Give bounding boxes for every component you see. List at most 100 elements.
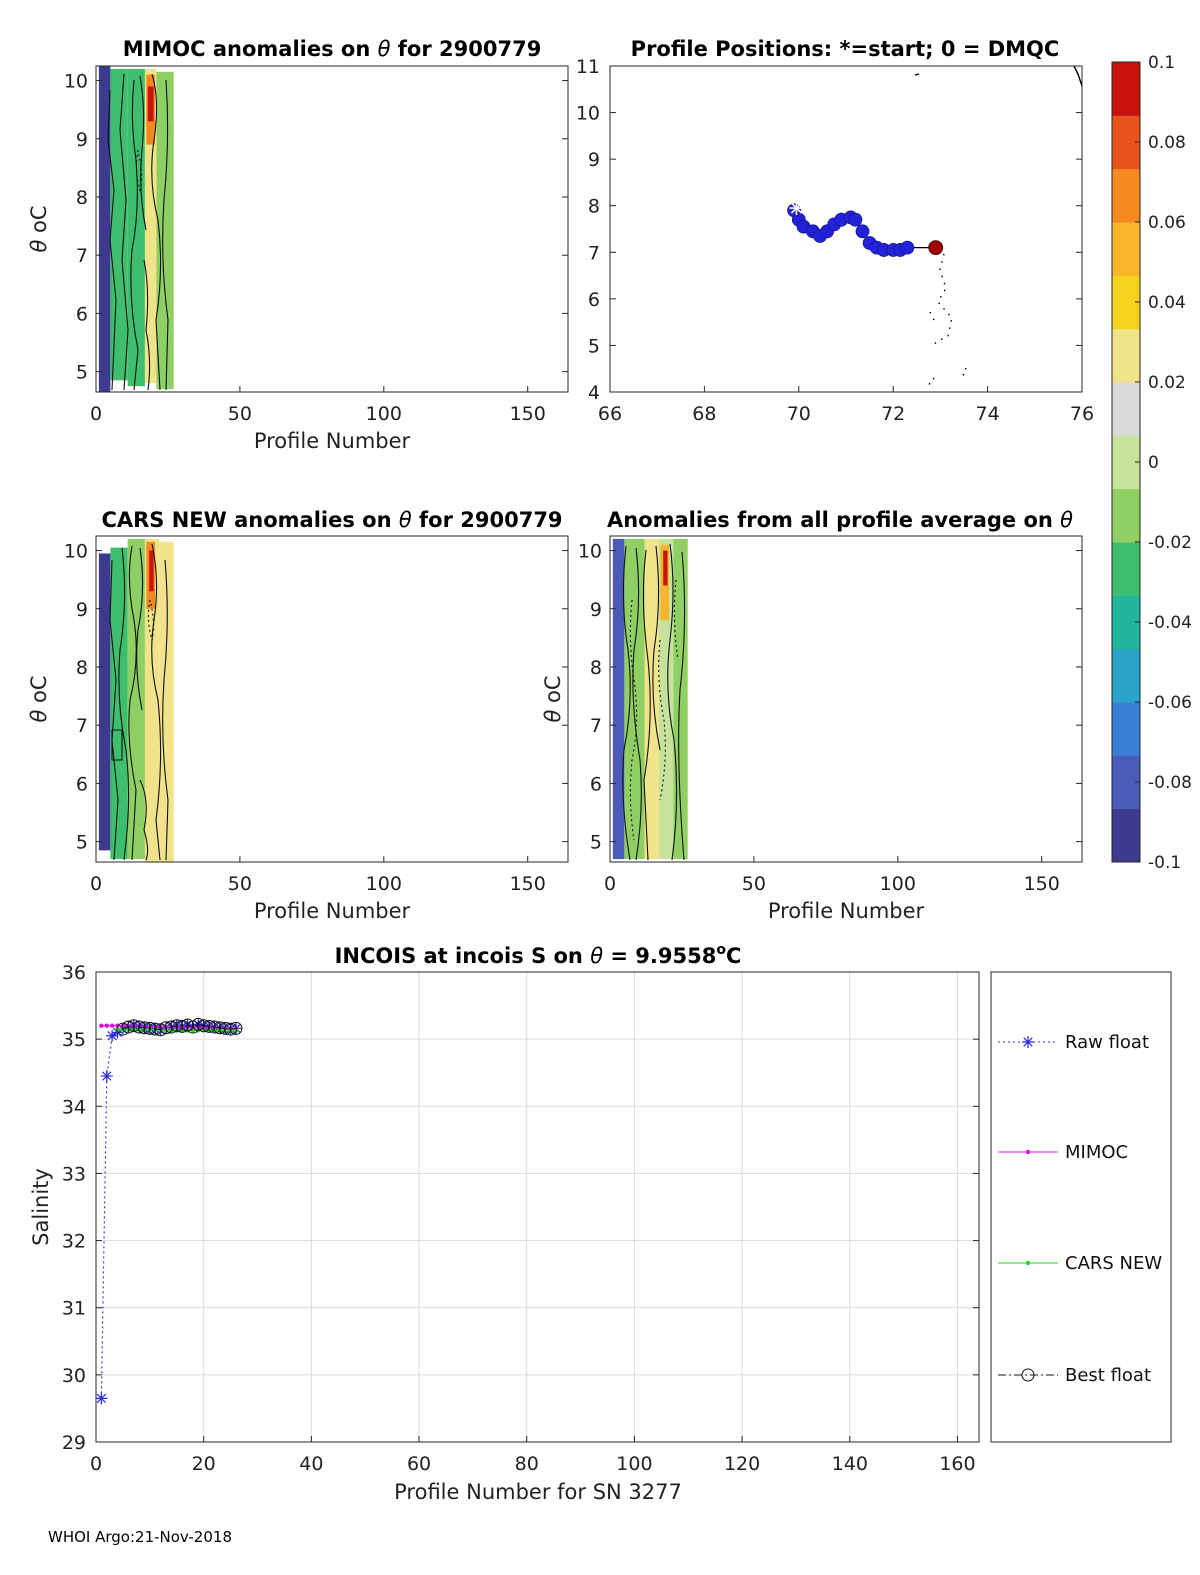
allavg-yticks: 5 6 7 8 9 10 [578,541,1082,854]
cars-contour [109,559,119,861]
salinity-xtick-label: 120 [724,1453,760,1475]
mimoc-ytick-label: 5 [76,362,88,384]
cars-xtick-label: 150 [510,873,546,895]
cars-ytick-label: 8 [76,657,88,679]
series-point-3 [170,1019,184,1033]
mimoc-title: MIMOC anomalies on θ for 2900779 [123,37,542,61]
cars-contour [136,547,144,711]
series-line-3 [122,1023,237,1031]
colorbar-tick-label: 0.04 [1148,293,1186,313]
legend-label: MIMOC [1065,1142,1128,1163]
positions-xtick-label: 76 [1070,403,1094,425]
series-point-1 [109,1023,115,1028]
series-point-3 [181,1018,195,1032]
salinity-xtick-label: 40 [299,1453,323,1475]
salinity-ytick-label: 35 [62,1029,86,1051]
mimoc-xticks: 0 50 100 150 [90,386,546,425]
mimoc-yticks: 5 6 7 8 9 10 [64,71,568,384]
series-point-3 [154,1023,168,1037]
salinity-axes-bg [96,972,979,1442]
allavg-contour [632,547,642,861]
cars-cell [159,541,174,862]
cars-title-rest: for 2900779 [412,508,563,532]
salinity-xtick-label: 20 [192,1453,216,1475]
mimoc-title-rest: for 2900779 [390,37,541,61]
allavg-ytick-label: 9 [590,599,602,621]
series-point-3 [224,1022,238,1036]
coast-segment [929,311,937,325]
allavg-ytick-label: 7 [590,715,602,737]
cars-xtick-label: 0 [90,873,102,895]
positions-ytick-label: 4 [588,382,600,404]
colorbar-band [1112,382,1140,436]
cars-contours [109,543,169,861]
colorbar-tick-label: -0.1 [1148,853,1181,873]
mimoc-panel: 0 50 100 150 5 6 7 8 9 10 MIMOC anomalies on θ f… [27,37,569,453]
legend-marker [1022,1036,1034,1048]
cars-ytick-label: 7 [76,715,88,737]
cars-ylabel: θ oC [27,675,51,722]
cars-ytick-label: 9 [76,599,88,621]
colorbar-tick-label: 0.08 [1148,133,1186,153]
mimoc-cell [156,71,174,390]
legend-label: Raw float [1065,1032,1149,1053]
colorbar-tick-label: 0.1 [1148,53,1175,73]
positions-ytick-label: 9 [588,149,600,171]
series-point-3 [191,1017,205,1031]
colorbar-tick-label: -0.02 [1148,533,1192,553]
series-point-3 [229,1021,243,1035]
cars-contour [139,779,149,861]
allavg-contour [622,545,631,861]
mimoc-ylabel: θ oC [27,205,51,252]
salinity-xtick-label: 140 [832,1453,868,1475]
allavg-title-theta: θ [1060,508,1073,532]
allavg-title-main: Anomalies from all profile average on [607,508,1053,532]
legend-marker [1025,1149,1031,1155]
allavg-ylabel-theta: θ [541,710,565,723]
mimoc-hotspot [147,86,154,122]
series-point-3 [197,1019,211,1033]
allavg-contour [642,549,651,861]
legend-box [990,971,1172,1443]
mimoc-ytick-label: 10 [64,71,88,93]
cars-axes-box [95,535,569,863]
allavg-panel: 0 50 100 150 5 6 7 8 9 10 Anomalies from all pro… [541,508,1083,923]
cars-contour [162,559,169,861]
series-point-1 [99,1023,104,1028]
salinity-ytick-label: 36 [62,962,86,984]
colorbar-tick-label: -0.04 [1148,613,1192,633]
mimoc-ylabel-theta: θ [27,240,51,253]
allavg-xtick-label: 150 [1024,873,1060,895]
mimoc-contour [162,79,169,391]
allavg-ylabel: θ oC [541,675,565,722]
cars-cell [144,538,160,862]
mimoc-contours [107,73,169,391]
salinity-xtick-label: 100 [616,1453,652,1475]
allavg-ytick-label: 8 [590,657,602,679]
salinity-yticks: 29 30 31 32 33 34 35 36 [62,962,979,1454]
cars-ylabel-theta: θ [27,710,51,723]
legend-label: CARS NEW [1065,1253,1162,1274]
cars-contour [151,543,162,861]
series-point-3 [175,1019,189,1033]
coast-segment [961,367,967,379]
salinity-title-rest: = 9.9558 [603,944,716,968]
allavg-ylabel-unit: oC [541,675,565,703]
colorbar-tick-label: 0.02 [1148,373,1186,393]
series-point-3 [164,1020,178,1034]
colorbar-band [1112,542,1140,596]
cars-ytick-label: 5 [76,832,88,854]
cars-yticks: 5 6 7 8 9 10 [64,541,568,854]
cars-xlabel: Profile Number [254,899,411,923]
positions-ytick-label: 11 [576,56,600,78]
colorbar-band [1112,62,1140,116]
positions-track [787,201,944,257]
cars-panel: 0 50 100 150 5 6 7 8 9 10 CARS NEW anomalies on … [27,508,569,923]
dmqc-point [928,240,944,256]
series-point-3 [218,1021,232,1035]
allavg-xlabel: Profile Number [768,899,925,923]
cars-cell [98,553,111,851]
series-point-0 [95,1392,108,1405]
mimoc-contour [130,79,139,391]
positions-xtick-label: 70 [787,403,811,425]
